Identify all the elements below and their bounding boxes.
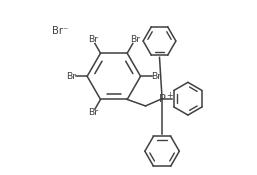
Text: +: + [166, 91, 173, 100]
Text: Br: Br [67, 72, 77, 81]
Text: Br: Br [88, 108, 98, 117]
Text: P: P [159, 94, 166, 104]
Text: Br: Br [130, 35, 140, 44]
Text: Br⁻: Br⁻ [52, 26, 69, 36]
Text: Br: Br [151, 72, 161, 81]
Text: Br: Br [88, 35, 98, 44]
